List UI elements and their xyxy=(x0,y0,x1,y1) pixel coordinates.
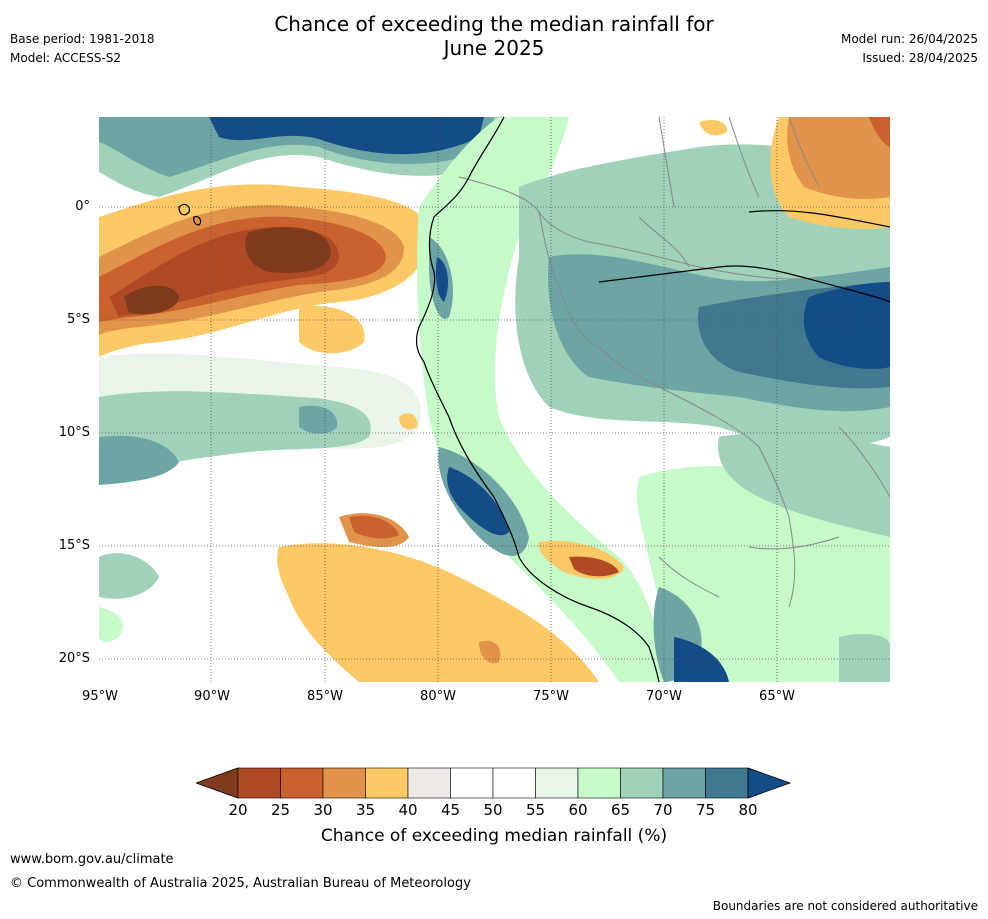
model-run: Model run: 26/04/2025 xyxy=(840,32,978,46)
lon-label-75w: 75°W xyxy=(533,689,569,704)
colorbar-swatch xyxy=(280,767,324,799)
colorbar-swatch xyxy=(535,767,579,799)
colorbar-tick-label: 30 xyxy=(313,801,333,819)
colorbar-tick-label: 45 xyxy=(440,801,461,819)
colorbar-swatch xyxy=(577,767,621,799)
colorbar-swatch xyxy=(322,767,366,799)
colorbar xyxy=(196,767,792,799)
lat-label-5s: 5°S xyxy=(66,312,90,327)
lon-label-95w: 95°W xyxy=(82,689,118,704)
lat-label-0: 0° xyxy=(75,199,90,214)
title-line-2: June 2025 xyxy=(443,36,545,60)
colorbar-swatch xyxy=(492,767,536,799)
colorbar-swatch xyxy=(705,767,749,799)
copyright-text: © Commonwealth of Australia 2025, Austra… xyxy=(10,876,471,891)
title-line-1: Chance of exceeding the median rainfall … xyxy=(274,12,714,36)
colorbar-tick-label: 40 xyxy=(398,801,418,819)
colorbar-tick-label: 75 xyxy=(695,801,716,819)
lon-label-80w: 80°W xyxy=(420,689,456,704)
colorbar-tick-label: 65 xyxy=(610,801,631,819)
colorbar-tick-label: 35 xyxy=(355,801,376,819)
model-name: Model: ACCESS-S2 xyxy=(10,51,122,65)
map-title: Chance of exceeding the median rainfall … xyxy=(0,12,988,60)
colorbar-tick-label: 25 xyxy=(270,801,291,819)
lat-label-15s: 15°S xyxy=(58,538,90,553)
rainfall-map-svg xyxy=(99,117,890,682)
colorbar-swatch xyxy=(662,767,706,799)
meta-left: Base period: 1981-2018 Model: ACCESS-S2 xyxy=(10,30,155,68)
colorbar-arrow-low xyxy=(196,767,239,799)
rainfall-map xyxy=(99,117,890,682)
colorbar-label: Chance of exceeding median rainfall (%) xyxy=(320,826,668,846)
website-link[interactable]: www.bom.gov.au/climate xyxy=(10,852,174,867)
coastline xyxy=(178,117,890,682)
lon-label-90w: 90°W xyxy=(194,689,230,704)
probability-fields xyxy=(99,117,890,682)
colorbar-tick-label: 20 xyxy=(228,801,248,819)
colorbar-tick-label: 60 xyxy=(568,801,588,819)
country-boundaries xyxy=(458,117,890,608)
graticule xyxy=(99,117,890,682)
colorbar-swatches xyxy=(196,767,792,799)
lon-label-65w: 65°W xyxy=(759,689,795,704)
base-period: Base period: 1981-2018 xyxy=(10,32,155,46)
colorbar-swatch xyxy=(365,767,409,799)
issued-date: Issued: 28/04/2025 xyxy=(862,51,978,65)
lat-label-20s: 20°S xyxy=(58,651,90,666)
colorbar-swatch xyxy=(450,767,494,799)
colorbar-tick-label: 70 xyxy=(653,801,673,819)
colorbar-swatch xyxy=(407,767,451,799)
lon-label-85w: 85°W xyxy=(307,689,343,704)
colorbar-tick-label: 55 xyxy=(525,801,546,819)
lat-label-10s: 10°S xyxy=(58,425,90,440)
colorbar-tick-label: 50 xyxy=(483,801,503,819)
lon-label-70w: 70°W xyxy=(646,689,682,704)
colorbar-arrow-high xyxy=(747,767,792,799)
colorbar-swatch xyxy=(237,767,281,799)
disclaimer-text: Boundaries are not considered authoritat… xyxy=(712,899,978,913)
colorbar-tick-label: 80 xyxy=(738,801,758,819)
meta-right: Model run: 26/04/2025 Issued: 28/04/2025 xyxy=(841,30,978,68)
colorbar-swatch xyxy=(620,767,664,799)
